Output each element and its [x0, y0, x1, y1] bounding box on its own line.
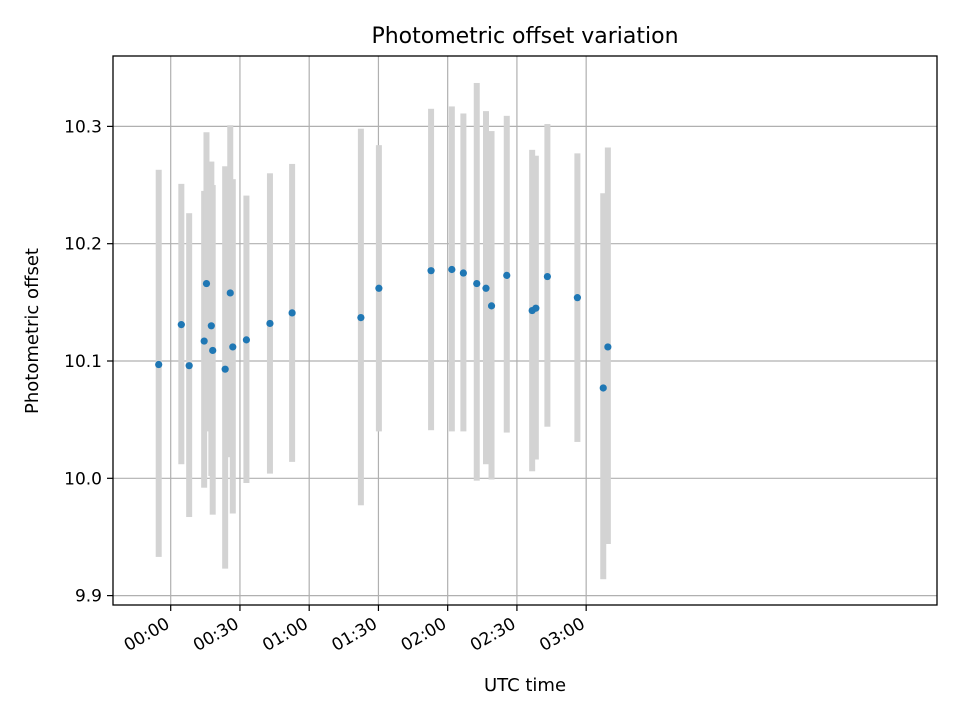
data-point — [207, 322, 215, 330]
y-tick-label: 10.3 — [64, 117, 102, 137]
y-tick-label: 9.9 — [75, 587, 102, 607]
y-axis-label: Photometric offset — [22, 248, 43, 414]
y-tick-label: 10.0 — [64, 469, 102, 489]
chart-title: Photometric offset variation — [371, 24, 678, 49]
data-point — [487, 302, 496, 310]
data-point — [543, 272, 551, 281]
data-point — [266, 319, 274, 328]
data-point — [229, 343, 237, 351]
data-point — [448, 265, 456, 274]
data-point — [242, 336, 251, 344]
data-point — [604, 343, 612, 351]
plot-frame — [112, 55, 938, 606]
data-point — [200, 337, 208, 345]
data-point — [357, 313, 365, 322]
point-layer — [155, 265, 612, 392]
data-point — [209, 346, 217, 355]
data-point — [177, 321, 185, 329]
data-point — [226, 289, 234, 297]
data-point — [185, 362, 193, 370]
data-point — [375, 284, 383, 292]
data-point — [155, 360, 163, 369]
data-point — [473, 279, 481, 288]
grid-layer — [113, 56, 937, 605]
x-axis-label: UTC time — [484, 675, 566, 696]
data-point — [288, 309, 296, 317]
data-point — [459, 269, 467, 277]
data-point — [573, 294, 581, 302]
data-point — [202, 279, 211, 288]
data-point — [482, 284, 490, 292]
data-point — [532, 304, 540, 312]
data-point — [221, 365, 229, 373]
data-point — [427, 267, 435, 275]
data-point — [503, 271, 511, 279]
y-tick-label: 10.1 — [64, 352, 102, 372]
y-tick-label: 10.2 — [64, 235, 102, 255]
data-point — [599, 384, 607, 392]
